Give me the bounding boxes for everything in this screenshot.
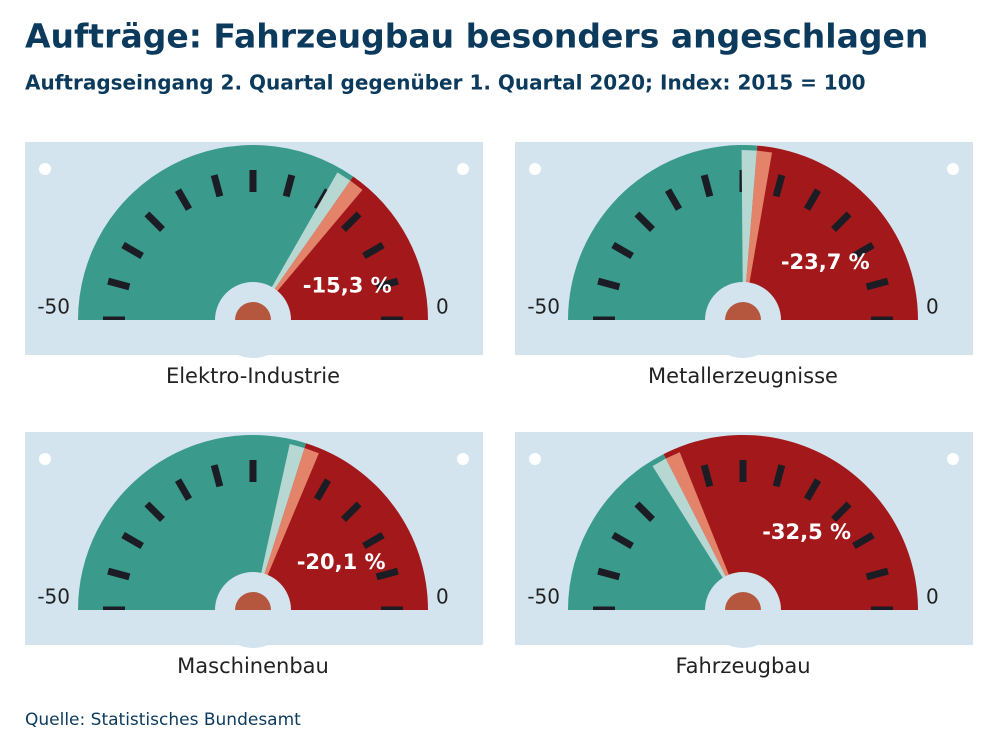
dial-dash — [772, 174, 786, 198]
dial-dash — [831, 501, 852, 522]
gauge-segment — [743, 145, 918, 320]
hub-dot — [725, 592, 761, 610]
hub-cover — [25, 320, 483, 355]
screw — [457, 453, 469, 465]
tick-label: 0 — [926, 585, 939, 609]
gauge-title: Elektro-Industrie — [166, 364, 340, 388]
dial-dash — [865, 277, 889, 291]
screw — [947, 163, 959, 175]
tick-label: -50 — [37, 585, 70, 609]
tick-label: 0 — [436, 295, 449, 319]
value-label: -23,7 % — [781, 250, 870, 274]
screw — [947, 453, 959, 465]
hub-dot — [725, 302, 761, 320]
hub-cover — [515, 320, 973, 355]
dial-dash — [700, 174, 714, 198]
tick-label: 0 — [436, 585, 449, 609]
dial-dash — [611, 531, 634, 550]
dial-dash — [634, 211, 655, 232]
hub-cover — [25, 610, 483, 645]
value-label: -32,5 % — [762, 520, 851, 544]
needle — [665, 452, 743, 610]
tick-label: -50 — [527, 585, 560, 609]
hub-cover — [515, 610, 973, 645]
dial-dash — [144, 501, 165, 522]
dial-dash — [852, 531, 875, 550]
dial-dash — [210, 174, 224, 198]
needle — [253, 172, 351, 320]
gauge-segment — [78, 434, 307, 610]
dial-dash — [210, 464, 224, 488]
dial-dash — [611, 241, 634, 260]
hub-dot — [235, 302, 271, 320]
dial-dash — [282, 174, 296, 198]
screw — [457, 163, 469, 175]
dial-dash — [664, 188, 683, 211]
tick-label: -50 — [527, 295, 560, 319]
dial-dash — [700, 464, 714, 488]
needle — [253, 447, 319, 610]
dial-dash — [803, 188, 822, 211]
dial-dash — [803, 478, 822, 501]
subtitle: Auftragseingang 2. Quartal gegenüber 1. … — [25, 71, 866, 95]
hub-dot — [235, 592, 271, 610]
gauge-title: Metallerzeugnisse — [648, 364, 838, 388]
value-label: -15,3 % — [303, 274, 392, 298]
dial-dash — [362, 241, 385, 260]
screw — [529, 163, 541, 175]
screw — [529, 453, 541, 465]
dial-dash — [831, 211, 852, 232]
needle — [253, 444, 305, 610]
dial-dash — [174, 188, 193, 211]
dial-dash — [107, 567, 131, 581]
title: Aufträge: Fahrzeugbau besonders angeschl… — [25, 17, 928, 56]
dial-dash — [362, 531, 385, 550]
needle — [741, 150, 757, 320]
screw — [39, 163, 51, 175]
dial-dash — [107, 277, 131, 291]
gauge-title: Fahrzeugbau — [675, 654, 810, 678]
gauge-segment — [663, 435, 918, 610]
dial-dash — [865, 567, 889, 581]
dial-dash — [144, 211, 165, 232]
needle — [253, 180, 363, 320]
dial-dash — [772, 464, 786, 488]
dial-dash — [341, 211, 362, 232]
gauge-segment — [568, 454, 743, 610]
tick-label: -50 — [37, 295, 70, 319]
needle — [743, 150, 773, 320]
dial-dash — [375, 277, 399, 291]
source: Quelle: Statistisches Bundesamt — [25, 710, 301, 730]
dial-dash — [174, 478, 193, 501]
dial-dash — [341, 501, 362, 522]
dial-dash — [634, 501, 655, 522]
value-label: -20,1 % — [297, 550, 386, 574]
gauge-title: Maschinenbau — [177, 654, 329, 678]
tick-label: 0 — [926, 295, 939, 319]
dial-dash — [597, 567, 621, 581]
dial-dash — [852, 241, 875, 260]
dial-dash — [121, 241, 144, 260]
gauge-segment — [78, 144, 354, 320]
dial-dash — [313, 478, 332, 501]
dial-dash — [121, 531, 144, 550]
dial-dash — [597, 277, 621, 291]
screw — [39, 453, 51, 465]
needle — [652, 458, 743, 610]
dial-dash — [375, 567, 399, 581]
